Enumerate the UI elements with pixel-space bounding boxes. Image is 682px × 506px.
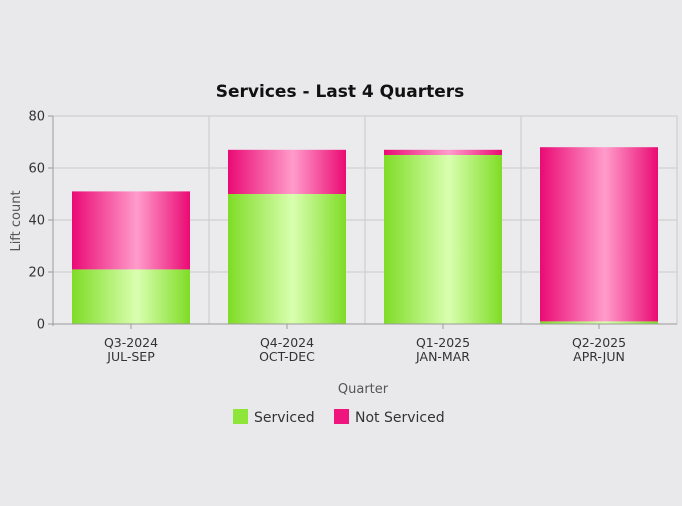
legend: Serviced Not Serviced — [233, 409, 445, 426]
bar-not-serviced — [540, 147, 658, 322]
y-tick-label: 40 — [28, 214, 45, 229]
bar-serviced — [384, 155, 502, 324]
y-tick-label: 20 — [28, 266, 45, 281]
bar-serviced — [228, 194, 346, 324]
bar-not-serviced — [384, 149, 502, 155]
x-tick-label: JUL-SEP — [106, 349, 155, 364]
x-tick-label: JAN-MAR — [415, 349, 470, 364]
x-axis-label: Quarter — [338, 382, 389, 397]
legend-label: Serviced — [254, 410, 315, 426]
legend-swatch — [334, 409, 349, 424]
x-tick-label: Q3-2024 — [104, 335, 158, 350]
legend-swatch — [233, 409, 248, 424]
bar-not-serviced — [228, 149, 346, 194]
x-tick-label: OCT-DEC — [259, 349, 315, 364]
x-tick-label: APR-JUN — [573, 349, 625, 364]
bars — [72, 147, 658, 324]
bar-not-serviced — [72, 191, 190, 270]
y-tick-label: 0 — [37, 318, 45, 333]
x-tick-label: Q2-2025 — [572, 335, 626, 350]
y-tick-label: 60 — [28, 162, 45, 177]
x-tick-label: Q1-2025 — [416, 335, 470, 350]
bar-serviced — [72, 269, 190, 324]
x-tick-label: Q4-2024 — [260, 335, 314, 350]
bar-serviced — [540, 321, 658, 324]
y-tick-label: 80 — [28, 110, 45, 125]
legend-item-not-serviced: Not Serviced — [334, 409, 445, 426]
legend-label: Not Serviced — [355, 410, 445, 426]
chart-title: Services - Last 4 Quarters — [216, 82, 464, 102]
y-axis-label: Lift count — [9, 190, 24, 251]
legend-item-serviced: Serviced — [233, 409, 315, 426]
